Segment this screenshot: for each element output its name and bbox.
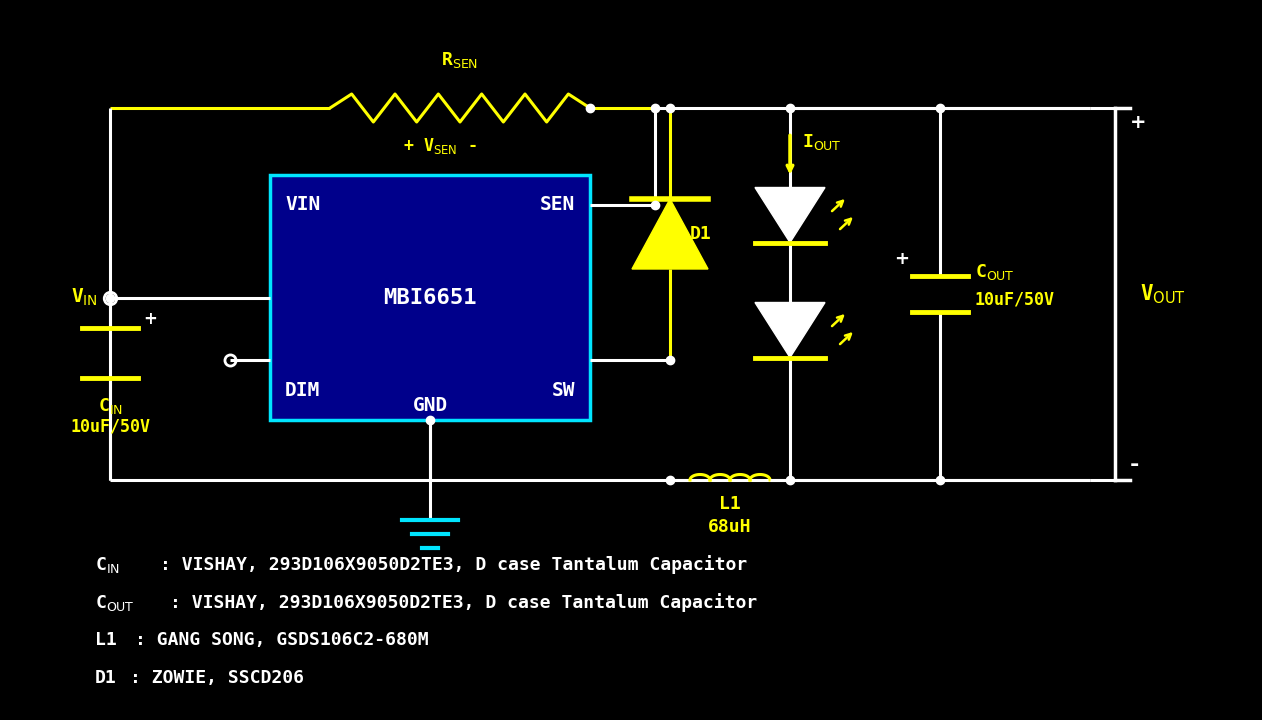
Text: GND: GND (413, 396, 448, 415)
Bar (270, 175, 591, 420)
Text: V$_{\sf OUT}$: V$_{\sf OUT}$ (1140, 282, 1186, 306)
Text: + V$_{\sf SEN}$ -: + V$_{\sf SEN}$ - (403, 136, 477, 156)
Text: I$_{\sf OUT}$: I$_{\sf OUT}$ (801, 132, 842, 153)
Polygon shape (632, 199, 708, 269)
Text: 10uF/50V: 10uF/50V (976, 290, 1055, 308)
Text: -: - (1129, 455, 1140, 475)
Text: SW: SW (551, 381, 575, 400)
Text: 10uF/50V: 10uF/50V (69, 418, 150, 436)
Text: VIN: VIN (285, 195, 321, 214)
Text: L1: L1 (719, 495, 741, 513)
Text: : VISHAY, 293D106X9050D2TE3, D case Tantalum Capacitor: : VISHAY, 293D106X9050D2TE3, D case Tant… (160, 555, 747, 574)
Text: C$_{\sf IN}$: C$_{\sf IN}$ (95, 555, 120, 575)
Text: DIM: DIM (285, 381, 321, 400)
Text: : ZOWIE, SSCD206: : ZOWIE, SSCD206 (130, 669, 304, 687)
Text: D1: D1 (95, 669, 117, 687)
Text: C$_{\sf OUT}$: C$_{\sf OUT}$ (976, 262, 1015, 282)
Text: 68uH: 68uH (708, 518, 752, 536)
Text: D1: D1 (690, 225, 712, 243)
Text: MBI6651: MBI6651 (384, 287, 477, 307)
Polygon shape (755, 187, 825, 243)
Text: : VISHAY, 293D106X9050D2TE3, D case Tantalum Capacitor: : VISHAY, 293D106X9050D2TE3, D case Tant… (170, 593, 757, 612)
Text: L1: L1 (95, 631, 117, 649)
Polygon shape (755, 302, 825, 358)
Text: C$_{\sf IN}$: C$_{\sf IN}$ (97, 395, 122, 415)
Text: C$_{\sf OUT}$: C$_{\sf OUT}$ (95, 593, 135, 613)
Text: V$_{\sf IN}$: V$_{\sf IN}$ (71, 287, 98, 308)
Text: SEN: SEN (540, 195, 575, 214)
Text: +: + (1129, 113, 1146, 132)
Text: R$_{\sf SEN}$: R$_{\sf SEN}$ (442, 50, 478, 70)
Text: +: + (143, 310, 156, 328)
Text: +: + (895, 250, 910, 268)
Text: : GANG SONG, GSDS106C2-680M: : GANG SONG, GSDS106C2-680M (135, 631, 429, 649)
